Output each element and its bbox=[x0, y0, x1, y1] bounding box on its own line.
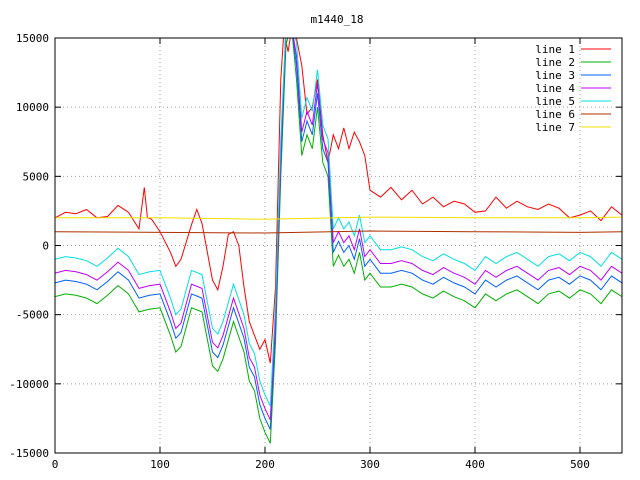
y-tick-label: 0 bbox=[42, 240, 49, 253]
series-line-6 bbox=[55, 230, 622, 234]
y-tick-label: -10000 bbox=[9, 378, 49, 391]
series-line-5 bbox=[55, 38, 622, 407]
legend-label: line 7 bbox=[535, 121, 575, 134]
y-tick-label: -5000 bbox=[16, 309, 49, 322]
x-tick-label: 0 bbox=[52, 458, 59, 471]
series-line-2 bbox=[55, 38, 622, 444]
series-line-1 bbox=[55, 38, 622, 364]
series-lines bbox=[55, 38, 622, 444]
grid-lines bbox=[55, 38, 622, 453]
y-tick-label: 5000 bbox=[23, 170, 50, 183]
chart-title: m1440_18 bbox=[311, 13, 364, 26]
legend-label: line 5 bbox=[535, 95, 575, 108]
legend-label: line 3 bbox=[535, 69, 575, 82]
x-tick-label: 200 bbox=[255, 458, 275, 471]
x-tick-label: 500 bbox=[570, 458, 590, 471]
legend-label: line 4 bbox=[535, 82, 575, 95]
legend-label: line 6 bbox=[535, 108, 575, 121]
series-line-4 bbox=[55, 38, 622, 421]
series-line-7 bbox=[55, 216, 622, 220]
y-tick-label: -15000 bbox=[9, 447, 49, 460]
x-tick-label: 300 bbox=[360, 458, 380, 471]
legend-label: line 1 bbox=[535, 43, 575, 56]
y-tick-label: 15000 bbox=[16, 32, 49, 45]
y-tick-label: 10000 bbox=[16, 101, 49, 114]
legend-label: line 2 bbox=[535, 56, 575, 69]
x-tick-label: 400 bbox=[465, 458, 485, 471]
x-tick-label: 100 bbox=[150, 458, 170, 471]
axis-ticks: 0 100 200 300 400 500 -15000 -10000 -5000 0 5000 10… bbox=[9, 32, 622, 471]
series-line-3 bbox=[55, 38, 622, 430]
